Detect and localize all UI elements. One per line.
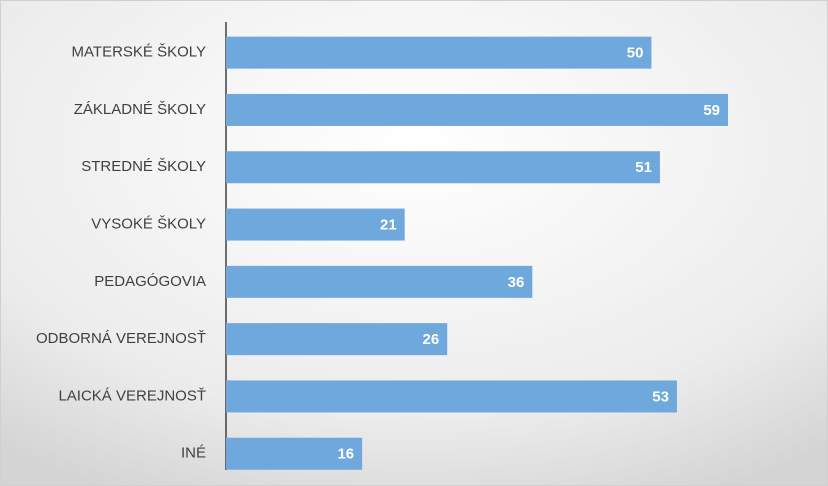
bar <box>226 93 728 126</box>
category-label: LAICKÁ VEREJNOSŤ <box>58 387 206 404</box>
bar <box>226 151 660 184</box>
value-label: 53 <box>652 388 669 405</box>
bar <box>226 36 652 69</box>
value-label: 21 <box>380 217 397 234</box>
bar <box>226 380 677 413</box>
value-label: 50 <box>627 45 644 62</box>
category-label: ODBORNÁ VEREJNOSŤ <box>36 330 206 347</box>
category-label: MATERSKÉ ŠKOLY <box>72 44 206 61</box>
bar <box>226 208 405 241</box>
bar <box>226 265 533 298</box>
value-label: 26 <box>423 331 440 348</box>
category-label: ZÁKLADNÉ ŠKOLY <box>74 101 206 118</box>
bar <box>226 323 448 356</box>
value-label: 36 <box>508 274 525 291</box>
bar <box>226 437 363 470</box>
category-label: STREDNÉ ŠKOLY <box>81 158 206 175</box>
category-label: VYSOKÉ ŠKOLY <box>91 216 206 233</box>
category-label: INÉ <box>181 445 206 462</box>
category-label: PEDAGÓGOVIA <box>94 273 206 290</box>
value-label: 16 <box>337 446 354 463</box>
value-label: 59 <box>703 102 720 119</box>
value-label: 51 <box>635 159 652 176</box>
